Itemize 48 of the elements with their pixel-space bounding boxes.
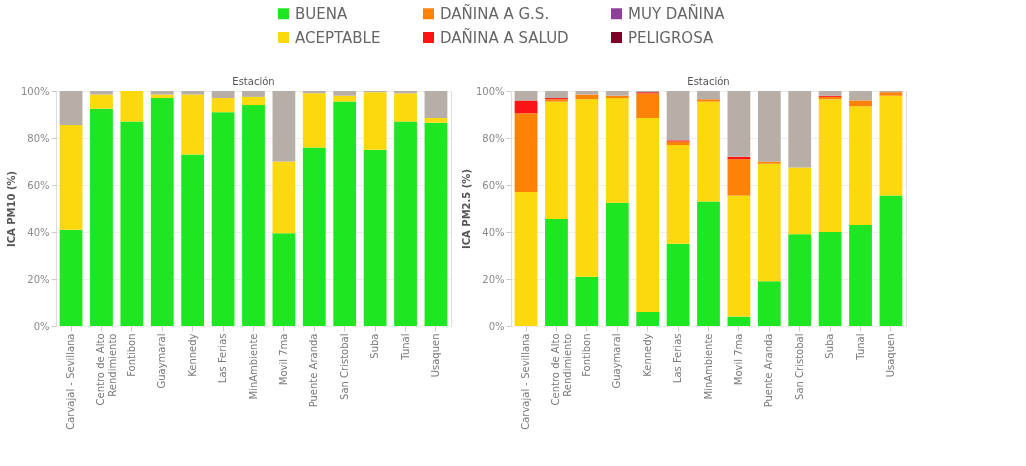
y-tick-label: 40% (482, 226, 505, 238)
x-tick-label: Movil 7ma (732, 333, 744, 386)
y-axis-title: ICA PM2.5 (%) (460, 169, 472, 249)
y-tick-label: 80% (482, 132, 505, 144)
x-axis-title: Estación (232, 76, 275, 87)
x-tick-label: Guaymaral (611, 333, 623, 389)
legend-label: BUENA (295, 4, 348, 23)
legend-label: MUY DAÑINA (628, 3, 726, 23)
y-tick-label: 60% (27, 179, 50, 191)
y-tick-label: 20% (27, 273, 50, 285)
x-tick-label: Fontibon (125, 333, 137, 377)
y-tick-label: 0% (488, 320, 505, 332)
x-tick-label: Las Ferias (217, 333, 229, 384)
x-tick-label: San Cristobal (793, 333, 805, 400)
x-tick-label: San Cristobal (338, 333, 350, 400)
x-tick-label: Guaymaral (156, 333, 168, 389)
x-tick-label: Movil 7ma (277, 333, 289, 386)
x-tick-label: MinAmbiente (247, 333, 259, 400)
x-tick-label: Fontibon (580, 333, 592, 377)
x-tick-label: Tunal (854, 333, 866, 361)
x-tick-label: Puente Aranda (308, 333, 320, 408)
x-tick-label: Kennedy (186, 333, 198, 377)
y-tick-label: 100% (20, 85, 50, 97)
x-tick-label: Usaquen (429, 333, 441, 378)
x-tick-label: Carvajal - Sevillana (65, 333, 77, 430)
x-tick-label: Las Ferias (672, 333, 684, 384)
y-tick-label: 20% (482, 273, 505, 285)
legend-label: PELIGROSA (628, 28, 714, 47)
x-tick-label: Tunal (399, 333, 411, 361)
y-axis-title: ICA PM10 (%) (5, 170, 17, 248)
x-axis-title: Estación (687, 76, 730, 87)
x-tick-label: Carvajal - Sevillana (520, 333, 532, 430)
x-tick-label: Suba (824, 333, 836, 359)
x-tick-label: Kennedy (641, 333, 653, 377)
y-tick-label: 60% (482, 179, 505, 191)
legend-label: DAÑINA A G.S. (440, 3, 550, 23)
y-tick-label: 80% (27, 132, 50, 144)
x-tick-label: Centro de Alto Rendimiento (95, 333, 119, 406)
x-tick-label: Centro de Alto Rendimiento (550, 333, 574, 406)
y-tick-label: 0% (33, 320, 50, 332)
y-tick-label: 100% (475, 85, 505, 97)
y-tick-label: 40% (27, 226, 50, 238)
legend-label: DAÑINA A SALUD (440, 27, 569, 47)
x-tick-label: Puente Aranda (763, 333, 775, 408)
x-tick-label: Usaquen (884, 333, 896, 378)
x-tick-label: Suba (369, 333, 381, 359)
x-tick-label: MinAmbiente (702, 333, 714, 400)
legend-label: ACEPTABLE (295, 28, 381, 47)
